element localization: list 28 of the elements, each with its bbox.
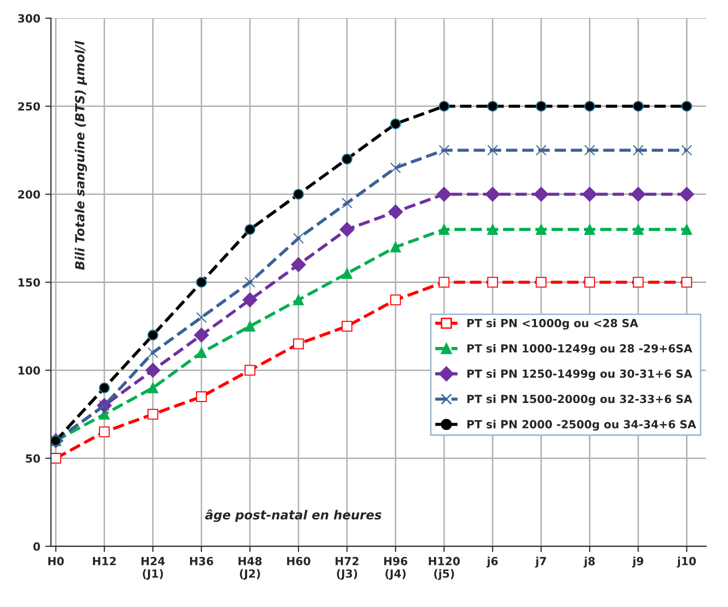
y-tick-label: 250 (18, 102, 40, 111)
legend-label: PT si PN 1000-1249g ou 28 -29+6SA (467, 344, 692, 355)
legend-label: PT si PN 2000 -2500g ou 34-34+6 SA (467, 420, 696, 431)
x-tick-label: H0 (48, 556, 64, 566)
y-tick-label: 300 (18, 14, 40, 23)
x-tick-label: H24 (J1) (142, 556, 165, 580)
x-tick-label: H36 (190, 556, 214, 566)
x-tick-label: j7 (535, 556, 546, 568)
y-axis-title: Bili Totale sanguine (BTS) µmol/l (74, 40, 87, 270)
x-tick-label: j6 (486, 556, 498, 568)
x-tick-label: H72 (J3) (336, 556, 358, 580)
y-tick-label: 200 (18, 190, 40, 199)
x-tick-label: j8 (584, 556, 595, 568)
legend-label: PT si PN <1000g ou <28 SA (467, 318, 638, 330)
y-tick-label: 150 (18, 278, 40, 287)
y-tick-label: 100 (18, 366, 40, 375)
x-tick-label: H120 (j5) (428, 556, 460, 580)
y-tick-label: 0 (33, 542, 40, 551)
x-axis-title: âge post-natal en heures (205, 509, 382, 522)
x-tick-label: H60 (287, 556, 310, 566)
x-tick-label: j9 (632, 556, 644, 568)
legend-label: PT si PN 1500-2000g ou 32-33+6 SA (467, 394, 692, 406)
x-tick-label: j10 (676, 556, 696, 568)
legend-label: PT si PN 1250-1499g ou 30-31+6 SA (467, 369, 692, 380)
x-tick-label: H96 (J4) (384, 556, 408, 580)
x-tick-label: H12 (92, 556, 116, 566)
y-tick-label: 50 (26, 454, 40, 463)
x-tick-label: H48 (J2) (238, 556, 262, 580)
